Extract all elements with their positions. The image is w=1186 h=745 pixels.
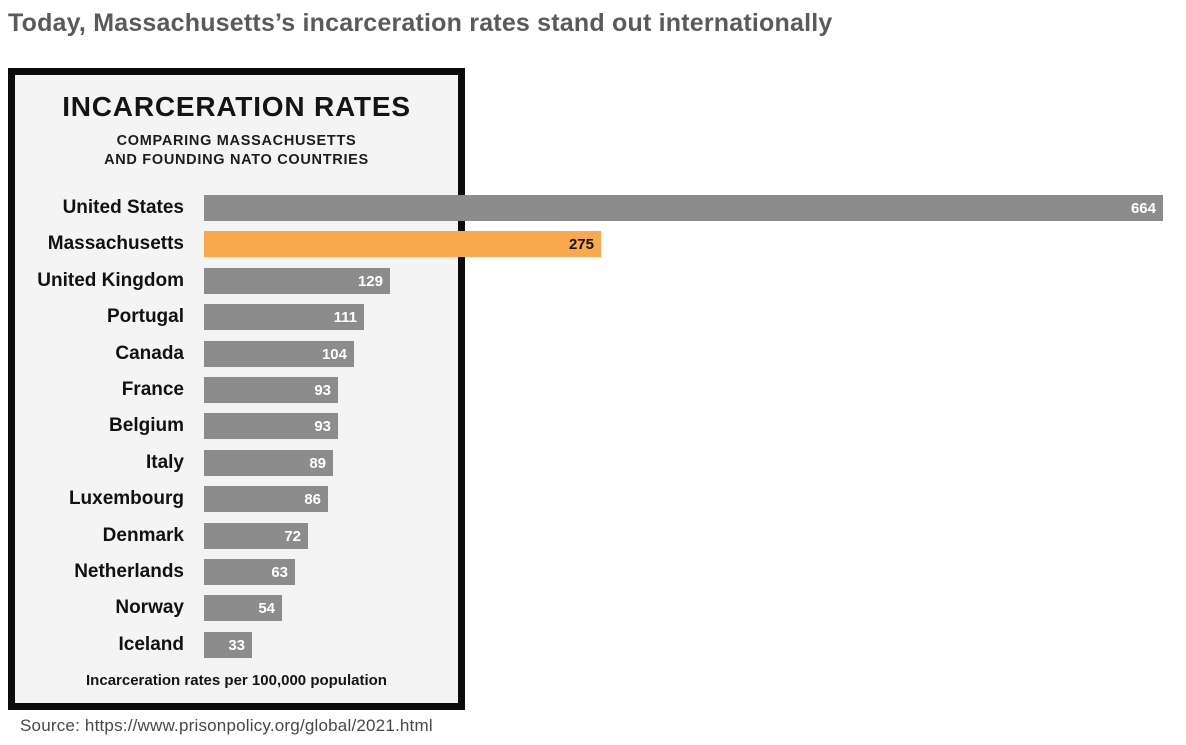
chart-row: United States 664 xyxy=(0,195,1186,221)
bar-value-label: 86 xyxy=(304,491,321,508)
chart-row: Portugal 111 xyxy=(0,304,1186,330)
chart-row: Denmark 72 xyxy=(0,523,1186,549)
bar: 93 xyxy=(204,413,338,439)
chart-header: INCARCERATION RATES COMPARING MASSACHUSE… xyxy=(15,91,458,170)
bar: 54 xyxy=(204,595,282,621)
bar-value-label: 93 xyxy=(314,382,331,399)
chart-row: Belgium 93 xyxy=(0,413,1186,439)
bar: 33 xyxy=(204,632,252,658)
country-label: Netherlands xyxy=(74,561,184,582)
bar-value-label: 104 xyxy=(321,346,347,363)
bar-value-label: 63 xyxy=(271,564,288,581)
bar-value-label: 33 xyxy=(228,637,245,654)
page-title: Today, Massachusetts’s incarceration rat… xyxy=(8,9,833,37)
bar-value-label: 89 xyxy=(309,455,326,472)
country-label: France xyxy=(121,379,184,400)
chart-subtitle: COMPARING MASSACHUSETTS AND FOUNDING NAT… xyxy=(15,132,458,170)
bar-value-label: 664 xyxy=(1130,200,1156,217)
chart-row: Netherlands 63 xyxy=(0,559,1186,585)
country-label: Italy xyxy=(145,452,184,473)
chart-row: Massachusetts 275 xyxy=(0,231,1186,257)
bar: 93 xyxy=(204,377,338,403)
bar: 89 xyxy=(204,450,333,476)
country-label: Massachusetts xyxy=(47,233,184,254)
bar: 72 xyxy=(204,523,308,549)
bar-value-label: 72 xyxy=(284,528,301,545)
bar-value-label: 129 xyxy=(357,273,383,290)
chart-subtitle-line-2: AND FOUNDING NATO COUNTRIES xyxy=(104,152,369,168)
bar-value-label: 54 xyxy=(258,600,275,617)
country-label: Canada xyxy=(115,343,184,364)
country-label: Luxembourg xyxy=(68,488,184,509)
chart-subtitle-line-1: COMPARING MASSACHUSETTS xyxy=(116,133,357,149)
chart-row: Luxembourg 86 xyxy=(0,486,1186,512)
chart-row: Italy 89 xyxy=(0,450,1186,476)
country-label: Iceland xyxy=(118,634,184,655)
chart-row: Iceland 33 xyxy=(0,632,1186,658)
country-label: Norway xyxy=(115,597,184,618)
chart-row: Norway 54 xyxy=(0,595,1186,621)
chart-row: Canada 104 xyxy=(0,341,1186,367)
bar: 275 xyxy=(204,231,601,257)
chart-title: INCARCERATION RATES xyxy=(62,91,411,122)
country-label: Portugal xyxy=(106,306,184,327)
country-label: Denmark xyxy=(102,525,184,546)
bar: 129 xyxy=(204,268,390,294)
bar-value-label: 275 xyxy=(568,236,594,253)
bar-value-label: 93 xyxy=(314,418,331,435)
country-label: Belgium xyxy=(109,415,184,436)
bar: 664 xyxy=(204,195,1163,221)
bar: 63 xyxy=(204,559,295,585)
bar: 104 xyxy=(204,341,354,367)
bar: 86 xyxy=(204,486,328,512)
axis-unit-label: Incarceration rates per 100,000 populati… xyxy=(86,672,387,689)
bar: 111 xyxy=(204,304,364,330)
chart-row: United Kingdom 129 xyxy=(0,268,1186,294)
chart-row: France 93 xyxy=(0,377,1186,403)
source-citation: Source: https://www.prisonpolicy.org/glo… xyxy=(20,716,433,735)
country-label: United States xyxy=(62,197,184,218)
bars-area: United States 664 Massachusetts 275 Unit… xyxy=(0,195,1186,668)
country-label: United Kingdom xyxy=(37,270,184,291)
bar-value-label: 111 xyxy=(333,309,357,326)
